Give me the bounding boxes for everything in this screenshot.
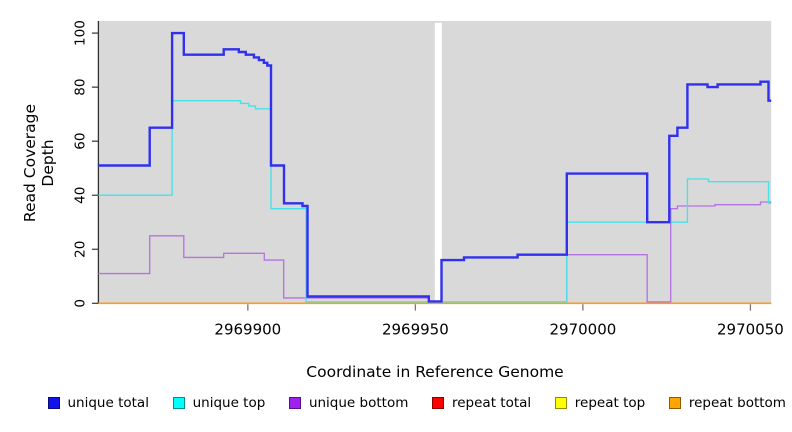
legend-label: unique bottom — [308, 395, 409, 411]
legend-swatch-icon — [669, 397, 681, 409]
series-unique-total — [98, 31, 772, 303]
x-tick-label: 2970000 — [549, 321, 616, 339]
series-unique-top — [98, 100, 772, 303]
y-axis-title: Read Coverage Depth — [21, 103, 57, 223]
legend-swatch-icon — [173, 397, 185, 409]
legend-item-unique-top: unique top — [173, 395, 265, 411]
y-tick-label: 60 — [72, 133, 88, 150]
legend-item-unique-bottom: unique bottom — [289, 395, 408, 411]
y-tick-label: 0 — [72, 299, 88, 308]
legend-item-repeat-total: repeat total — [432, 395, 531, 411]
legend-swatch-icon — [432, 397, 444, 409]
legend-label: unique top — [192, 395, 266, 411]
x-tick-label: 2969900 — [214, 321, 281, 339]
legend-item-repeat-top: repeat top — [555, 395, 645, 411]
y-tick-label: 100 — [72, 20, 88, 46]
legend-swatch-icon — [555, 397, 567, 409]
x-axis-title: Coordinate in Reference Genome — [306, 363, 564, 381]
x-tick-label: 2970050 — [717, 321, 784, 339]
x-tick-label: 2969950 — [382, 321, 449, 339]
legend-label: unique total — [67, 395, 149, 411]
legend-swatch-icon — [289, 397, 301, 409]
y-tick-label: 40 — [72, 187, 88, 204]
y-tick-label: 20 — [72, 241, 88, 258]
no-data-gap — [434, 22, 442, 302]
legend-label: repeat bottom — [688, 395, 786, 411]
legend-item-unique-total: unique total — [48, 395, 149, 411]
legend-item-repeat-bottom: repeat bottom — [669, 395, 786, 411]
legend-swatch-icon — [48, 397, 60, 409]
legend-label: repeat top — [574, 395, 646, 411]
y-tick-label: 80 — [72, 79, 88, 96]
legend-label: repeat total — [451, 395, 532, 411]
legend: unique total unique top unique bottom repea… — [48, 393, 786, 413]
